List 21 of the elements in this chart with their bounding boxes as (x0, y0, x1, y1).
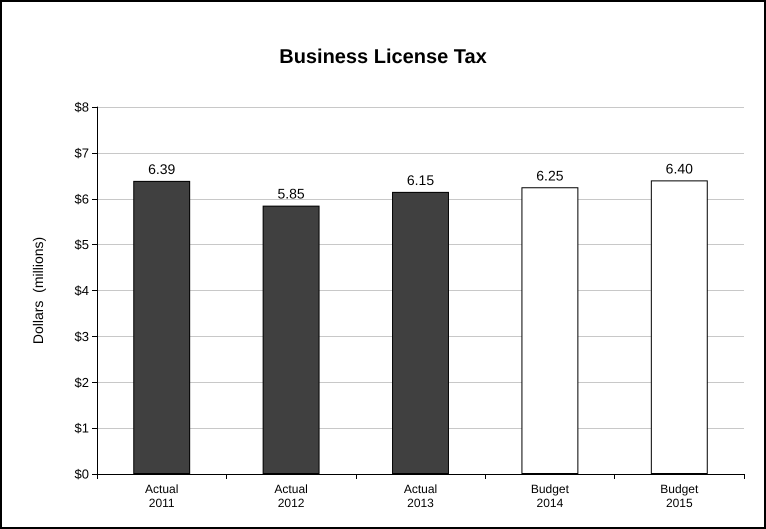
y-tick-label: $3 (74, 328, 89, 344)
y-axis-title: Dollars (millions) (30, 236, 46, 344)
data-label: 6.15 (406, 172, 434, 188)
y-tick-label: $8 (74, 100, 89, 114)
y-tick-label: $6 (74, 191, 89, 206)
y-tick-label: $2 (74, 374, 89, 390)
x-tick-label: Actual 2012 (274, 482, 308, 510)
data-label: 6.39 (148, 160, 176, 177)
data-label: 6.25 (536, 167, 564, 184)
data-label: 6.40 (666, 160, 694, 176)
y-tick-label: $5 (74, 237, 89, 252)
x-tick-label: Budget 2014 (530, 482, 570, 510)
x-tick-label: Actual 2011 (145, 482, 178, 510)
data-label: 5.85 (277, 186, 305, 202)
y-tick-label: $4 (74, 283, 89, 298)
chart-title: Business License Tax (279, 46, 487, 68)
x-tick-label: Budget 2015 (660, 482, 699, 510)
x-tick-label: Actual 2013 (404, 482, 438, 510)
y-tick-label: $1 (74, 420, 89, 436)
y-tick-label: $7 (74, 145, 89, 160)
y-tick-label: $0 (74, 466, 89, 482)
